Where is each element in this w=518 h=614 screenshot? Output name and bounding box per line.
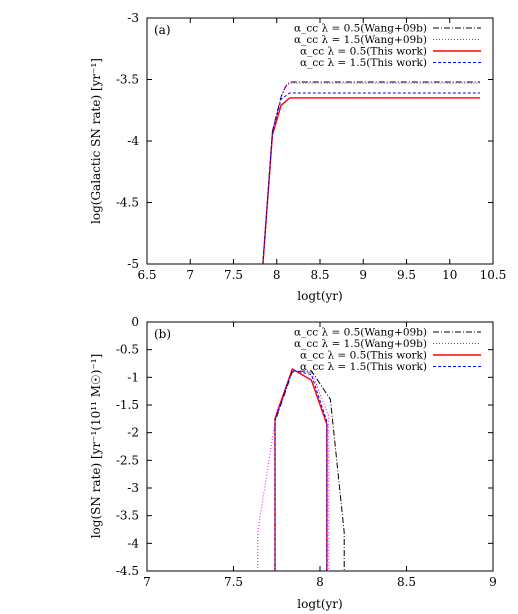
panel-a-y-tick-labels: -3 -3.5 -4 -4.5 -5 [116, 11, 139, 271]
series-line-1 [274, 370, 345, 571]
legend-entry-label: α_cc λ = 1.5(This work) [300, 57, 427, 69]
panel-b-series [257, 367, 345, 571]
panel-a-y-axis-label: log(Galactic SN rate) [yr⁻¹] [89, 58, 103, 224]
x-tick-label: 9 [489, 575, 497, 589]
x-tick-label: 7.5 [224, 268, 243, 282]
x-tick-label: 6.5 [137, 268, 156, 282]
x-tick-label: 9 [359, 268, 367, 282]
panel-b-y-tick-labels: 0 -0.5 -1 -1.5 -2 -2.5 -3 -3.5 -4 -4.5 [116, 315, 139, 578]
x-tick-label: 7.5 [224, 575, 243, 589]
y-tick-label: -1 [127, 370, 139, 384]
panel-b-x-axis-label: logt(yr) [297, 597, 342, 611]
series-line-4 [262, 92, 480, 265]
x-tick-label: 8 [273, 268, 281, 282]
series-line-3 [262, 97, 480, 265]
series-line-2 [262, 82, 480, 265]
y-tick-label: -3.5 [116, 73, 139, 87]
y-tick-label: -3 [127, 11, 139, 25]
y-tick-label: -2 [127, 426, 139, 440]
panel-a-series [262, 81, 480, 265]
legend-entry-label: α_cc λ = 0.5(Wang+09b) [294, 327, 427, 339]
x-tick-label: 8.5 [310, 268, 329, 282]
x-tick-label: 7 [143, 575, 151, 589]
y-tick-label: -1.5 [116, 398, 139, 412]
y-tick-label: -0.5 [116, 343, 139, 357]
y-tick-label: -4 [127, 536, 139, 550]
panel-b-ticks [146, 321, 494, 572]
panel-b: 7 7.5 8 8.5 9 0-0.5-1-1.5-2-2.5-3-3.5-4-4.5 … [89, 315, 497, 611]
y-tick-label: -5 [127, 257, 139, 271]
legend-entry-label: α_cc λ = 0.5(This work) [300, 46, 427, 58]
y-tick-label: -4.5 [116, 196, 139, 210]
y-tick-label: -3.5 [116, 509, 139, 523]
legend-entry-label: α_cc λ = 1.5(Wang+09b) [294, 34, 427, 46]
x-tick-label: 10.5 [480, 268, 507, 282]
y-tick-label: -3 [127, 481, 139, 495]
panel-b-legend: α_cc λ = 0.5(Wang+09b)α_cc λ = 1.5(Wang+… [294, 327, 481, 373]
y-tick-label: -4.5 [116, 564, 139, 578]
panel-b-x-tick-labels: 7 7.5 8 8.5 9 [143, 575, 497, 589]
series-line-4 [274, 369, 328, 571]
x-tick-label: 8.5 [397, 575, 416, 589]
x-tick-label: 10 [442, 268, 457, 282]
panel-b-label: (b) [154, 327, 171, 341]
legend-entry-label: α_cc λ = 1.5(This work) [300, 361, 427, 373]
legend-entry-label: α_cc λ = 1.5(Wang+09b) [294, 338, 427, 350]
x-tick-label: 7 [186, 268, 194, 282]
x-tick-label: 8 [316, 575, 324, 589]
y-tick-label: -2.5 [116, 453, 139, 467]
x-tick-label: 9.5 [397, 268, 416, 282]
panel-a-x-axis-label: logt(yr) [297, 289, 342, 303]
panel-a-legend: α_cc λ = 0.5(Wang+09b)α_cc λ = 1.5(Wang+… [294, 23, 481, 69]
panel-a-x-tick-labels: 6.5 7 7.5 8 8.5 9 9.5 10 10.5 [137, 268, 506, 282]
y-tick-label: -4 [127, 134, 139, 148]
panel-b-y-axis-label: log(SN rate) [yr⁻¹(10¹¹ M☉)⁻¹] [89, 354, 103, 539]
y-tick-label: 0 [131, 315, 139, 329]
legend-entry-label: α_cc λ = 0.5(Wang+09b) [294, 23, 427, 35]
panel-a-ticks [146, 17, 494, 265]
panel-a-label: (a) [154, 23, 171, 37]
panel-a: 6.5 7 7.5 8 8.5 9 9.5 10 10.5 -3 -3.5 -4 -4.5 -5 (a)… [89, 11, 506, 303]
series-line-1 [262, 81, 480, 265]
legend-entry-label: α_cc λ = 0.5(This work) [300, 350, 427, 362]
